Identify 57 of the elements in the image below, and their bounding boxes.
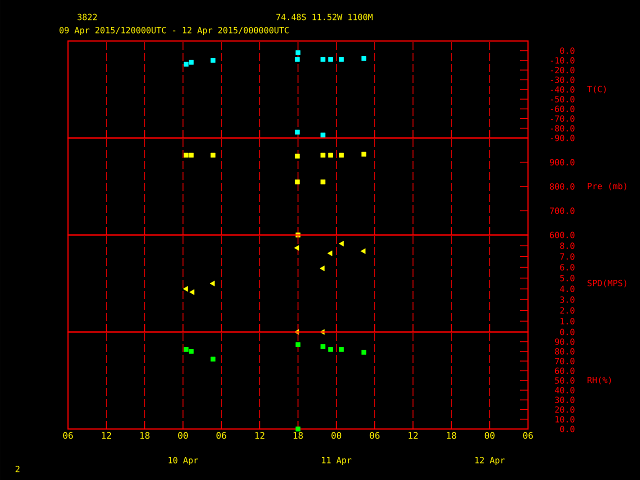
y-tick-label: 60.0 (555, 368, 574, 374)
y-tick-label: 700.0 (550, 208, 574, 214)
x-tick-label: 06 (370, 432, 380, 439)
x-tick-label: 00 (484, 432, 494, 439)
y-tick-label: 80.0 (555, 348, 574, 355)
x-tick-label: 18 (447, 432, 456, 439)
y-tick-label: 6.0 (560, 264, 574, 271)
y-tick-label: 70.0 (555, 358, 574, 364)
y-tick-label: 8.0 (560, 242, 574, 249)
y-tick-label: 0.0 (560, 426, 574, 432)
x-tick-label: 00 (178, 432, 188, 439)
y-axis-title: RH(%) (588, 376, 611, 384)
y-tick-label: 10.0 (556, 416, 574, 423)
y-tick-label: 5.0 (560, 274, 574, 282)
y-axis-title: Pre (mb) (588, 182, 626, 190)
y-tick-label: 0.0 (560, 47, 574, 54)
y-tick-label: 2.0 (560, 307, 574, 314)
y-tick-label: 50.0 (555, 377, 574, 384)
y-tick-label: -90.0 (550, 134, 574, 142)
y-tick-label: -10.0 (550, 57, 574, 64)
y-tick-label: 90.0 (555, 338, 574, 345)
y-tick-label: -80.0 (550, 125, 574, 132)
y-tick-label: 4.0 (560, 286, 574, 292)
x-tick-label: 00 (332, 432, 342, 439)
text: 74.48S 11.52W 1100M (276, 14, 373, 20)
x-tick-label: 12 (408, 432, 418, 439)
x-tick-label: 12 (255, 432, 264, 439)
text: 10 Apr (168, 456, 198, 466)
x-tick-label: 06 (63, 432, 73, 439)
y-tick-label: -60.0 (550, 106, 574, 112)
y-tick-label: 3.0 (560, 296, 574, 303)
y-tick-label: 7.0 (560, 253, 574, 260)
y-tick-label: -40.0 (550, 86, 574, 93)
y-tick-label: -70.0 (550, 115, 574, 122)
text: 2 (16, 466, 20, 472)
x-tick-label: 06 (216, 432, 226, 439)
chart-subtitle: 09 Apr 2015/120000UTC - 12 Apr 2015/000000UTC (60, 26, 289, 36)
chart-title: 3822 (78, 14, 97, 20)
y-tick-label: -20.0 (550, 66, 574, 74)
y-tick-label: 40.0 (554, 386, 574, 394)
y-tick-label: 0.0 (560, 328, 574, 336)
y-axis-title: SPD(MPS) (588, 280, 626, 288)
y-tick-label: 900.0 (550, 159, 574, 166)
x-tick-label: 18 (140, 432, 150, 439)
text: 11 Apr (322, 456, 352, 465)
x-tick-label: 18 (294, 432, 303, 439)
x-tick-label: 12 (102, 432, 111, 439)
y-tick-label: 1.0 (560, 318, 574, 324)
y-tick-label: -50.0 (550, 96, 574, 102)
y-tick-label: 30.0 (555, 396, 574, 404)
y-tick-label: -30.0 (550, 76, 574, 84)
y-tick-label: 600.0 (550, 232, 574, 238)
x-tick-label: 06 (523, 432, 533, 439)
text: 12 Apr (475, 456, 505, 466)
y-tick-label: 20.0 (555, 406, 574, 413)
y-tick-label: 800.0 (550, 183, 574, 190)
y-axis-title: T(C) (587, 86, 606, 94)
